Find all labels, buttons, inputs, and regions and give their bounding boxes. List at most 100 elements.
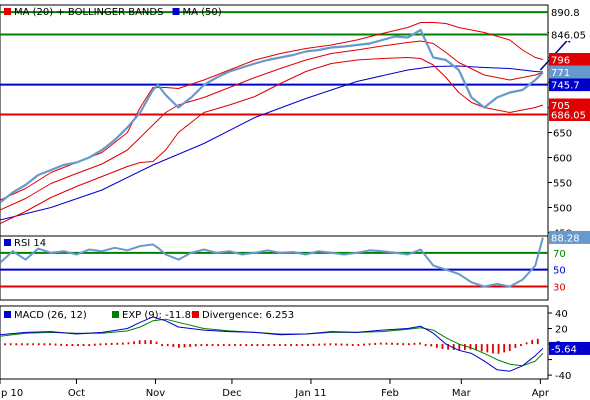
macd-current-tag-bg [549, 341, 590, 355]
value-tag-796: 796 [551, 56, 570, 67]
divergence-bar [116, 342, 119, 345]
divergence-bar [200, 344, 203, 347]
divergence-bar [133, 341, 135, 345]
legend-swatch-0 [4, 8, 11, 15]
divergence-bar [447, 344, 449, 350]
macd-legend-label-0: MACD (26, 12) [14, 310, 87, 321]
divergence-bar [189, 344, 192, 347]
divergence-bar [430, 344, 433, 347]
legend-swatch-1 [172, 8, 180, 15]
level-tag-686.05: 686.05 [551, 110, 586, 121]
divergence-bar [206, 344, 208, 347]
divergence-bar [396, 342, 399, 345]
divergence-bar [82, 344, 85, 347]
divergence-bar [155, 341, 158, 345]
month-label-1: Oct [68, 388, 85, 399]
divergence-bar [183, 344, 186, 348]
divergence-bar [4, 343, 6, 346]
month-label-7: Apr [532, 388, 550, 399]
divergence-bar [351, 343, 354, 346]
series-line-price [0, 28, 544, 204]
series-line-upper-band [0, 22, 544, 201]
divergence-bar [486, 344, 489, 353]
divergence-bar [357, 343, 360, 346]
level-tag-846.05: 846.05 [551, 30, 586, 41]
divergence-bar [492, 344, 494, 354]
divergence-bar [441, 344, 444, 349]
divergence-bar [138, 340, 141, 345]
divergence-bar [43, 343, 46, 346]
divergence-bar [262, 344, 264, 347]
divergence-bar [211, 344, 214, 347]
divergence-bar [60, 343, 63, 346]
divergence-bar [480, 344, 483, 352]
divergence-bar [458, 344, 461, 351]
value-tag-771-bg [549, 65, 590, 79]
divergence-bar [32, 343, 35, 346]
divergence-bar [413, 342, 416, 345]
divergence-bar [250, 344, 253, 347]
divergence-bar [273, 344, 276, 347]
divergence-bar [77, 344, 79, 347]
divergence-bar [54, 343, 57, 346]
month-label-6: Mar [452, 388, 472, 399]
divergence-bar [435, 344, 438, 348]
macd-line [0, 316, 544, 372]
divergence-bar [267, 344, 270, 347]
divergence-bar [497, 344, 500, 354]
month-label-5: Feb [381, 388, 399, 399]
divergence-bar [391, 342, 393, 345]
divergence-bar [407, 343, 410, 346]
divergence-bar [121, 342, 124, 345]
divergence-bar [340, 343, 343, 346]
divergence-bar [424, 344, 427, 347]
divergence-bar [256, 344, 259, 347]
divergence-bar [278, 344, 281, 347]
rsi-level-label-50: 50 [553, 266, 566, 277]
month-label-0: p 10 [1, 388, 23, 399]
divergence-bar [469, 344, 472, 350]
divergence-bar [15, 343, 18, 346]
macd-tick-label: 20 [555, 325, 568, 336]
macd-legend-label-2: Divergence: 6.253 [202, 310, 294, 321]
divergence-bar [284, 344, 287, 347]
divergence-bar [514, 344, 517, 348]
divergence-bar [65, 344, 68, 347]
rsi-level-label-30: 30 [553, 283, 566, 294]
divergence-bar [290, 344, 292, 347]
divergence-bar [21, 343, 23, 346]
time-axis: p 10 Oct Nov Dec Jan 11 Feb Mar Apr [0, 379, 550, 399]
divergence-bar [26, 343, 29, 346]
value-tag-771: 771 [551, 68, 570, 79]
divergence-bar [166, 344, 169, 347]
divergence-bar [301, 344, 304, 347]
divergence-bar [503, 344, 506, 353]
divergence-bar [161, 344, 164, 347]
divergence-bar [245, 344, 248, 347]
rsi-legend-swatch [4, 239, 11, 246]
divergence-bar [475, 344, 478, 351]
macd-legend-swatch-2 [192, 311, 199, 318]
divergence-bar [335, 343, 337, 346]
divergence-bar [531, 339, 534, 345]
divergence-bar [318, 343, 321, 346]
rsi-panel: 70 50 30 88.28 RSI 14 [0, 230, 590, 301]
divergence-bar [402, 343, 405, 346]
level-tag-846.05-bg [549, 27, 590, 41]
divergence-bar [464, 344, 466, 350]
level-tag-745.7: 745.7 [551, 81, 580, 92]
divergence-bar [228, 344, 231, 347]
divergence-bar [88, 344, 91, 347]
divergence-bar [323, 343, 326, 346]
legend-label-0: MA (20) + BOLLINGER BANDS [14, 7, 163, 18]
divergence-bar [234, 344, 236, 347]
divergence-bar [239, 344, 242, 347]
price-tick-label: 650 [553, 129, 572, 140]
macd-legend-swatch-0 [4, 311, 11, 318]
divergence-bar [49, 343, 51, 346]
price-tick-label: 500 [553, 204, 572, 215]
series-line-ma-50- [0, 65, 543, 221]
price-tick-label: 600 [553, 154, 572, 165]
